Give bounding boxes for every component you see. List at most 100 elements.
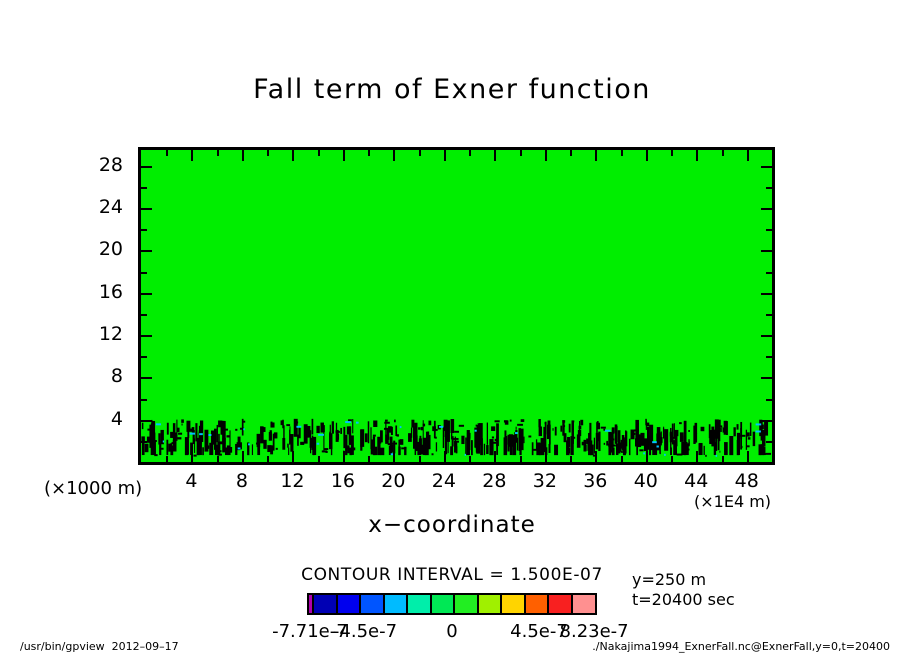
axis-tick-bottom	[595, 451, 598, 462]
z-tick-label: 28	[98, 153, 123, 176]
axis-tick-bottom	[267, 456, 270, 462]
z-tick-label: 20	[98, 238, 123, 261]
colorbar-tick-label: -4.5e-7	[332, 621, 398, 642]
axis-tick-bottom	[544, 451, 547, 462]
z-tick-label: 4	[110, 407, 123, 430]
axis-tick-bottom	[645, 451, 648, 462]
annotation-time: t=20400 sec	[632, 590, 735, 609]
axis-tick-top	[519, 150, 522, 156]
x-axis-unit-label: (×1E4 m)	[694, 492, 772, 511]
colorbar-swatch	[525, 595, 550, 613]
x-tick-label: 40	[633, 470, 658, 492]
axis-tick-bottom	[393, 451, 396, 462]
axis-tick-top	[620, 150, 623, 156]
colorbar-swatch	[314, 595, 338, 613]
axis-tick-top	[544, 150, 547, 161]
axis-tick-top	[317, 150, 320, 156]
axis-tick-bottom	[696, 451, 699, 462]
axis-tick-top	[469, 150, 472, 156]
axis-tick-right	[761, 377, 772, 380]
footer-datasource-text: ./Nakajima1994_ExnerFall.nc@ExnerFall,y=…	[592, 640, 890, 653]
x-tick-label: 32	[532, 470, 557, 492]
axis-tick-left	[141, 292, 152, 295]
axis-tick-left	[141, 187, 147, 190]
axis-tick-bottom	[241, 451, 244, 462]
colorbar-tick-label: -7.71e-7	[272, 621, 348, 642]
colorbar-tick-label: 0	[446, 621, 458, 642]
axis-tick-left	[141, 208, 152, 211]
x-tick-label: 8	[235, 470, 248, 492]
axis-tick-top	[393, 150, 396, 161]
axis-tick-left	[141, 271, 147, 274]
colorbar-swatch	[408, 595, 432, 613]
axis-tick-left	[141, 335, 152, 338]
axis-tick-bottom	[418, 456, 421, 462]
colorbar-swatch	[502, 595, 526, 613]
axis-tick-top	[595, 150, 598, 161]
colorbar-swatch	[455, 595, 479, 613]
axis-tick-bottom	[570, 456, 573, 462]
axis-tick-right	[766, 229, 772, 232]
axis-tick-top	[443, 150, 446, 161]
axis-tick-top	[746, 150, 749, 161]
axis-tick-bottom	[342, 451, 345, 462]
axis-tick-top	[721, 150, 724, 156]
axis-tick-right	[766, 356, 772, 359]
axis-tick-right	[761, 250, 772, 253]
axis-tick-bottom	[620, 456, 623, 462]
axis-tick-right	[766, 440, 772, 443]
axis-tick-top	[494, 150, 497, 161]
z-tick-label: 12	[98, 323, 123, 346]
page-title: Fall term of Exner function	[253, 74, 651, 105]
axis-tick-right	[766, 187, 772, 190]
axis-tick-bottom	[469, 456, 472, 462]
axis-tick-bottom	[216, 456, 219, 462]
axis-tick-bottom	[166, 456, 169, 462]
axis-tick-top	[267, 150, 270, 156]
axis-tick-bottom	[317, 456, 320, 462]
slice-annotations: y=250 m t=20400 sec	[632, 570, 735, 610]
x-tick-label: 36	[583, 470, 608, 492]
axis-tick-left	[141, 440, 147, 443]
axis-tick-top	[216, 150, 219, 156]
colorbar	[307, 593, 597, 615]
z-tick-label: 24	[98, 196, 123, 219]
contour-field	[141, 418, 772, 457]
axis-tick-left	[141, 165, 152, 168]
axis-tick-top	[191, 150, 194, 161]
axis-tick-top	[671, 150, 674, 156]
axis-tick-right	[761, 165, 772, 168]
annotation-slice-y: y=250 m	[632, 570, 707, 589]
colorbar-swatch	[478, 595, 503, 613]
axis-tick-top	[292, 150, 295, 161]
axis-tick-right	[761, 419, 772, 422]
x-axis-title: x−coordinate	[368, 512, 536, 538]
axis-tick-right	[766, 271, 772, 274]
axis-tick-left	[141, 356, 147, 359]
axis-tick-bottom	[494, 451, 497, 462]
x-tick-label: 4	[185, 470, 198, 492]
colorbar-swatch	[361, 595, 385, 613]
colorbar-tick-label: 8.23e-7	[559, 621, 629, 642]
x-tick-label: 44	[684, 470, 709, 492]
axis-tick-bottom	[443, 451, 446, 462]
x-tick-label: 12	[280, 470, 305, 492]
z-axis-unit-label: (×1000 m)	[44, 478, 143, 499]
axis-tick-left	[141, 398, 147, 401]
axis-tick-bottom	[746, 451, 749, 462]
axis-tick-top	[241, 150, 244, 161]
axis-tick-top	[418, 150, 421, 156]
x-tick-label: 16	[330, 470, 355, 492]
axis-tick-left	[141, 419, 152, 422]
axis-tick-left	[141, 229, 147, 232]
x-tick-label: 24	[431, 470, 456, 492]
axis-tick-bottom	[292, 451, 295, 462]
colorbar-tick-label: 4.5e-7	[510, 621, 568, 642]
axis-tick-right	[761, 208, 772, 211]
axis-tick-bottom	[519, 456, 522, 462]
footer-command-text: /usr/bin/gpview 2012–09–17	[20, 640, 179, 653]
colorbar-swatch	[337, 595, 362, 613]
axis-tick-top	[368, 150, 371, 156]
plot-area	[138, 147, 775, 465]
z-tick-label: 8	[110, 365, 123, 388]
